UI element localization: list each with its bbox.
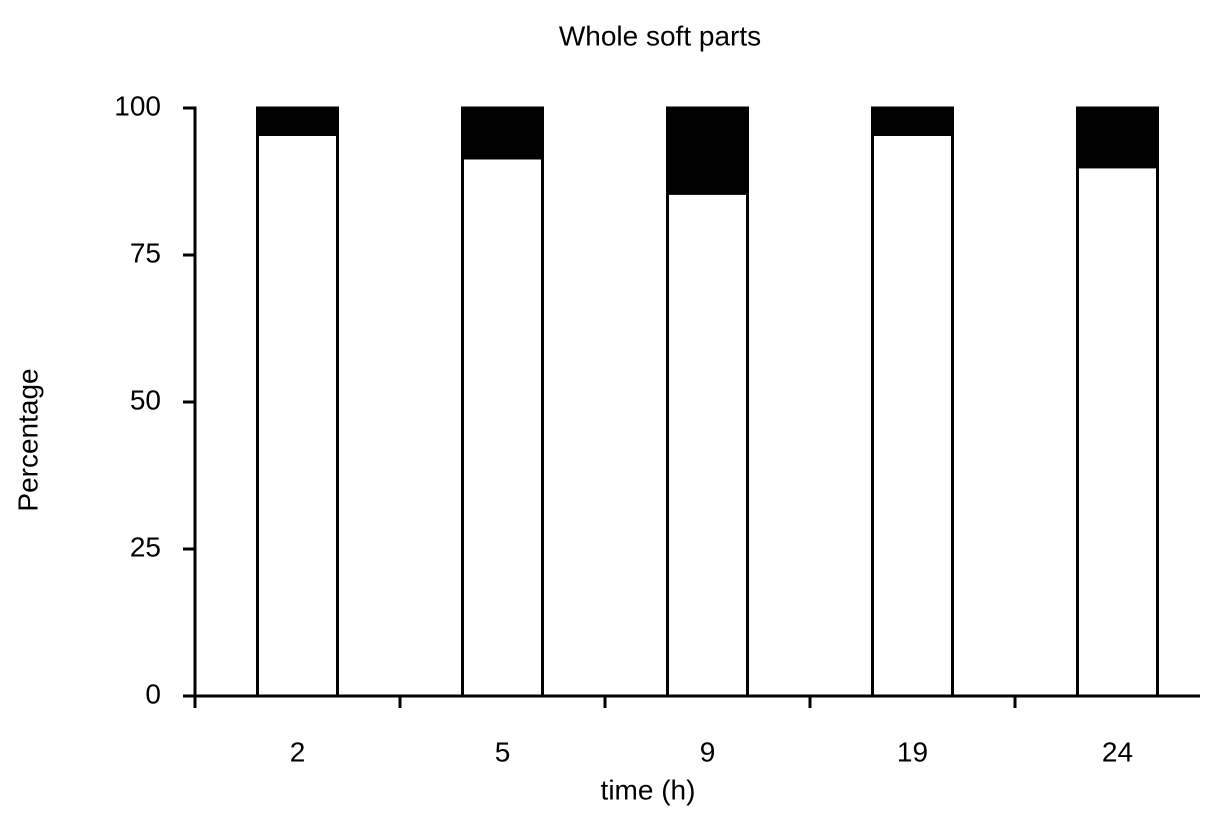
y-tick-label: 100 bbox=[114, 90, 161, 121]
y-tick-label: 25 bbox=[130, 531, 161, 562]
bar-segment bbox=[666, 191, 749, 698]
bar-segment bbox=[461, 156, 544, 698]
y-axis-label: Percentage bbox=[12, 368, 43, 511]
x-tick-label: 9 bbox=[700, 736, 716, 767]
bar-segment bbox=[461, 106, 544, 160]
x-tick-label: 24 bbox=[1102, 736, 1133, 767]
y-tick-label: 75 bbox=[130, 237, 161, 268]
bar-segment bbox=[1076, 106, 1159, 169]
bar-segment bbox=[256, 106, 339, 136]
bar-segment bbox=[666, 106, 749, 195]
x-tick-label: 2 bbox=[290, 736, 306, 767]
bar-segment bbox=[1076, 165, 1159, 698]
x-tick-label: 5 bbox=[495, 736, 511, 767]
x-axis-label: time (h) bbox=[601, 774, 696, 805]
y-tick-label: 50 bbox=[130, 384, 161, 415]
bar-segment bbox=[871, 132, 954, 698]
x-tick-label: 19 bbox=[897, 736, 928, 767]
chart-title: Whole soft parts bbox=[559, 20, 761, 51]
y-tick-label: 0 bbox=[145, 678, 161, 709]
bar-segment bbox=[256, 132, 339, 698]
bar-segment bbox=[871, 106, 954, 136]
